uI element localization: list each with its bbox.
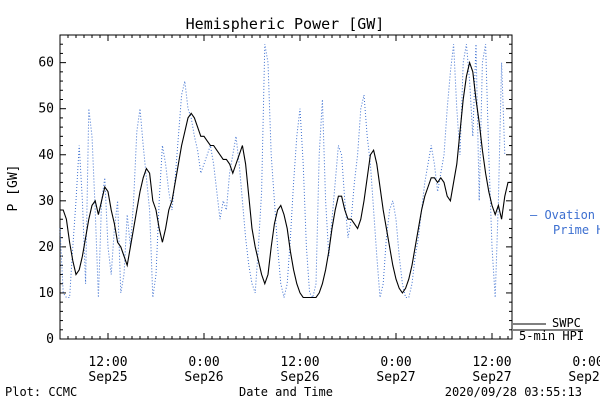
y-axis-ticks: 0 10 20 30 40 50 60 — [38, 34, 512, 347]
plot-credit: Plot: CCMC — [5, 385, 77, 399]
y-tick-label: 30 — [38, 194, 54, 209]
chart-title: Hemispheric Power [GW] — [186, 15, 385, 33]
x-tick-time-label: 12:00 — [88, 355, 127, 370]
y-tick-label: 60 — [38, 56, 54, 71]
y-tick-label: 40 — [38, 148, 54, 163]
swpc-5min-hpi-line — [60, 60, 512, 299]
x-tick-time-label: 12:00 — [280, 355, 319, 370]
x-axis-ticks: 12:00Sep250:00Sep2612:00Sep260:00Sep2712… — [59, 35, 600, 385]
x-tick-date-label: Sep26 — [280, 370, 319, 385]
y-tick-label: 0 — [46, 332, 54, 347]
x-tick-date-label: Sep26 — [184, 370, 223, 385]
x-tick-date-label: Sep27 — [376, 370, 415, 385]
y-axis-label: P [GW] — [6, 165, 21, 212]
x-tick-date-label: Sep25 — [88, 370, 127, 385]
y-tick-label: 20 — [38, 240, 54, 255]
x-tick-date-label: Sep27 — [472, 370, 511, 385]
ovation-legend-line1: — Ovation — [530, 208, 595, 222]
ovation-prime-hpi-line — [59, 44, 506, 299]
x-tick-time-label: 12:00 — [472, 355, 511, 370]
y-tick-label: 50 — [38, 102, 54, 117]
x-tick-time-label: 0:00 — [380, 355, 411, 370]
x-tick-date-label: Sep28 — [568, 370, 600, 385]
ovation-legend-line2: Prime HPI — [553, 223, 600, 237]
swpc-legend-line1: SWPC — [552, 316, 581, 330]
series-layer — [59, 44, 512, 299]
plot-timestamp: 2020/09/28 03:55:13 — [445, 385, 582, 399]
x-axis-label: Date and Time — [239, 385, 333, 399]
y-tick-label: 10 — [38, 286, 54, 301]
x-tick-time-label: 0:00 — [572, 355, 600, 370]
plot-frame — [59, 34, 513, 340]
swpc-legend-line2: 5-min HPI — [519, 329, 584, 343]
x-tick-time-label: 0:00 — [188, 355, 219, 370]
